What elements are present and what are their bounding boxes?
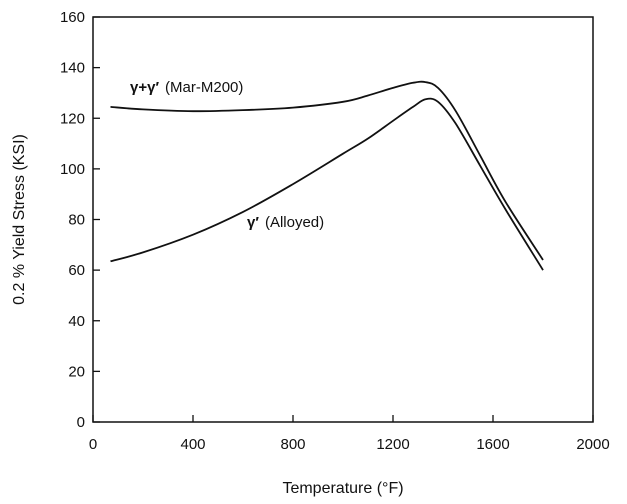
y-tick-label: 20 (68, 363, 85, 380)
y-tick-label: 40 (68, 313, 85, 330)
y-tick-label: 100 (60, 161, 85, 178)
annotation-mar-m200: γ+γ′ (Mar-M200) (130, 79, 243, 96)
x-axis-title: Temperature (°F) (282, 480, 403, 497)
y-tick-label: 160 (60, 9, 85, 26)
series-lines (110, 80, 544, 271)
series-annotations: γ+γ′ (Mar-M200) γ′ (Alloyed) (130, 79, 324, 231)
x-tick-label: 1200 (376, 436, 409, 453)
y-tick-label: 120 (60, 110, 85, 127)
y-axis-title: 0.2 % Yield Stress (KSI) (11, 134, 28, 305)
plot-frame (92, 16, 594, 423)
y-tick-label: 60 (68, 262, 85, 279)
y-tick-label: 0 (77, 414, 85, 431)
x-tick-label: 2000 (576, 436, 609, 453)
y-tick-label: 140 (60, 60, 85, 77)
x-tick-label: 800 (280, 436, 305, 453)
x-tick-label: 1600 (476, 436, 509, 453)
series-line-alloyed (110, 97, 544, 271)
x-tick-label: 400 (180, 436, 205, 453)
y-axis-ticks: 0 20 40 60 80 100 120 140 160 (60, 9, 100, 431)
x-axis-ticks: 0 400 800 1200 1600 2000 (89, 415, 610, 453)
annotation-alloyed: γ′ (Alloyed) (247, 214, 324, 231)
x-tick-label: 0 (89, 436, 97, 453)
y-tick-label: 80 (68, 212, 85, 229)
series-line-mar-m200 (110, 80, 544, 261)
